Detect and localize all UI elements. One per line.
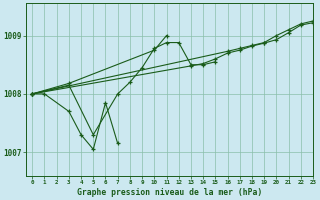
X-axis label: Graphe pression niveau de la mer (hPa): Graphe pression niveau de la mer (hPa)	[77, 188, 262, 197]
